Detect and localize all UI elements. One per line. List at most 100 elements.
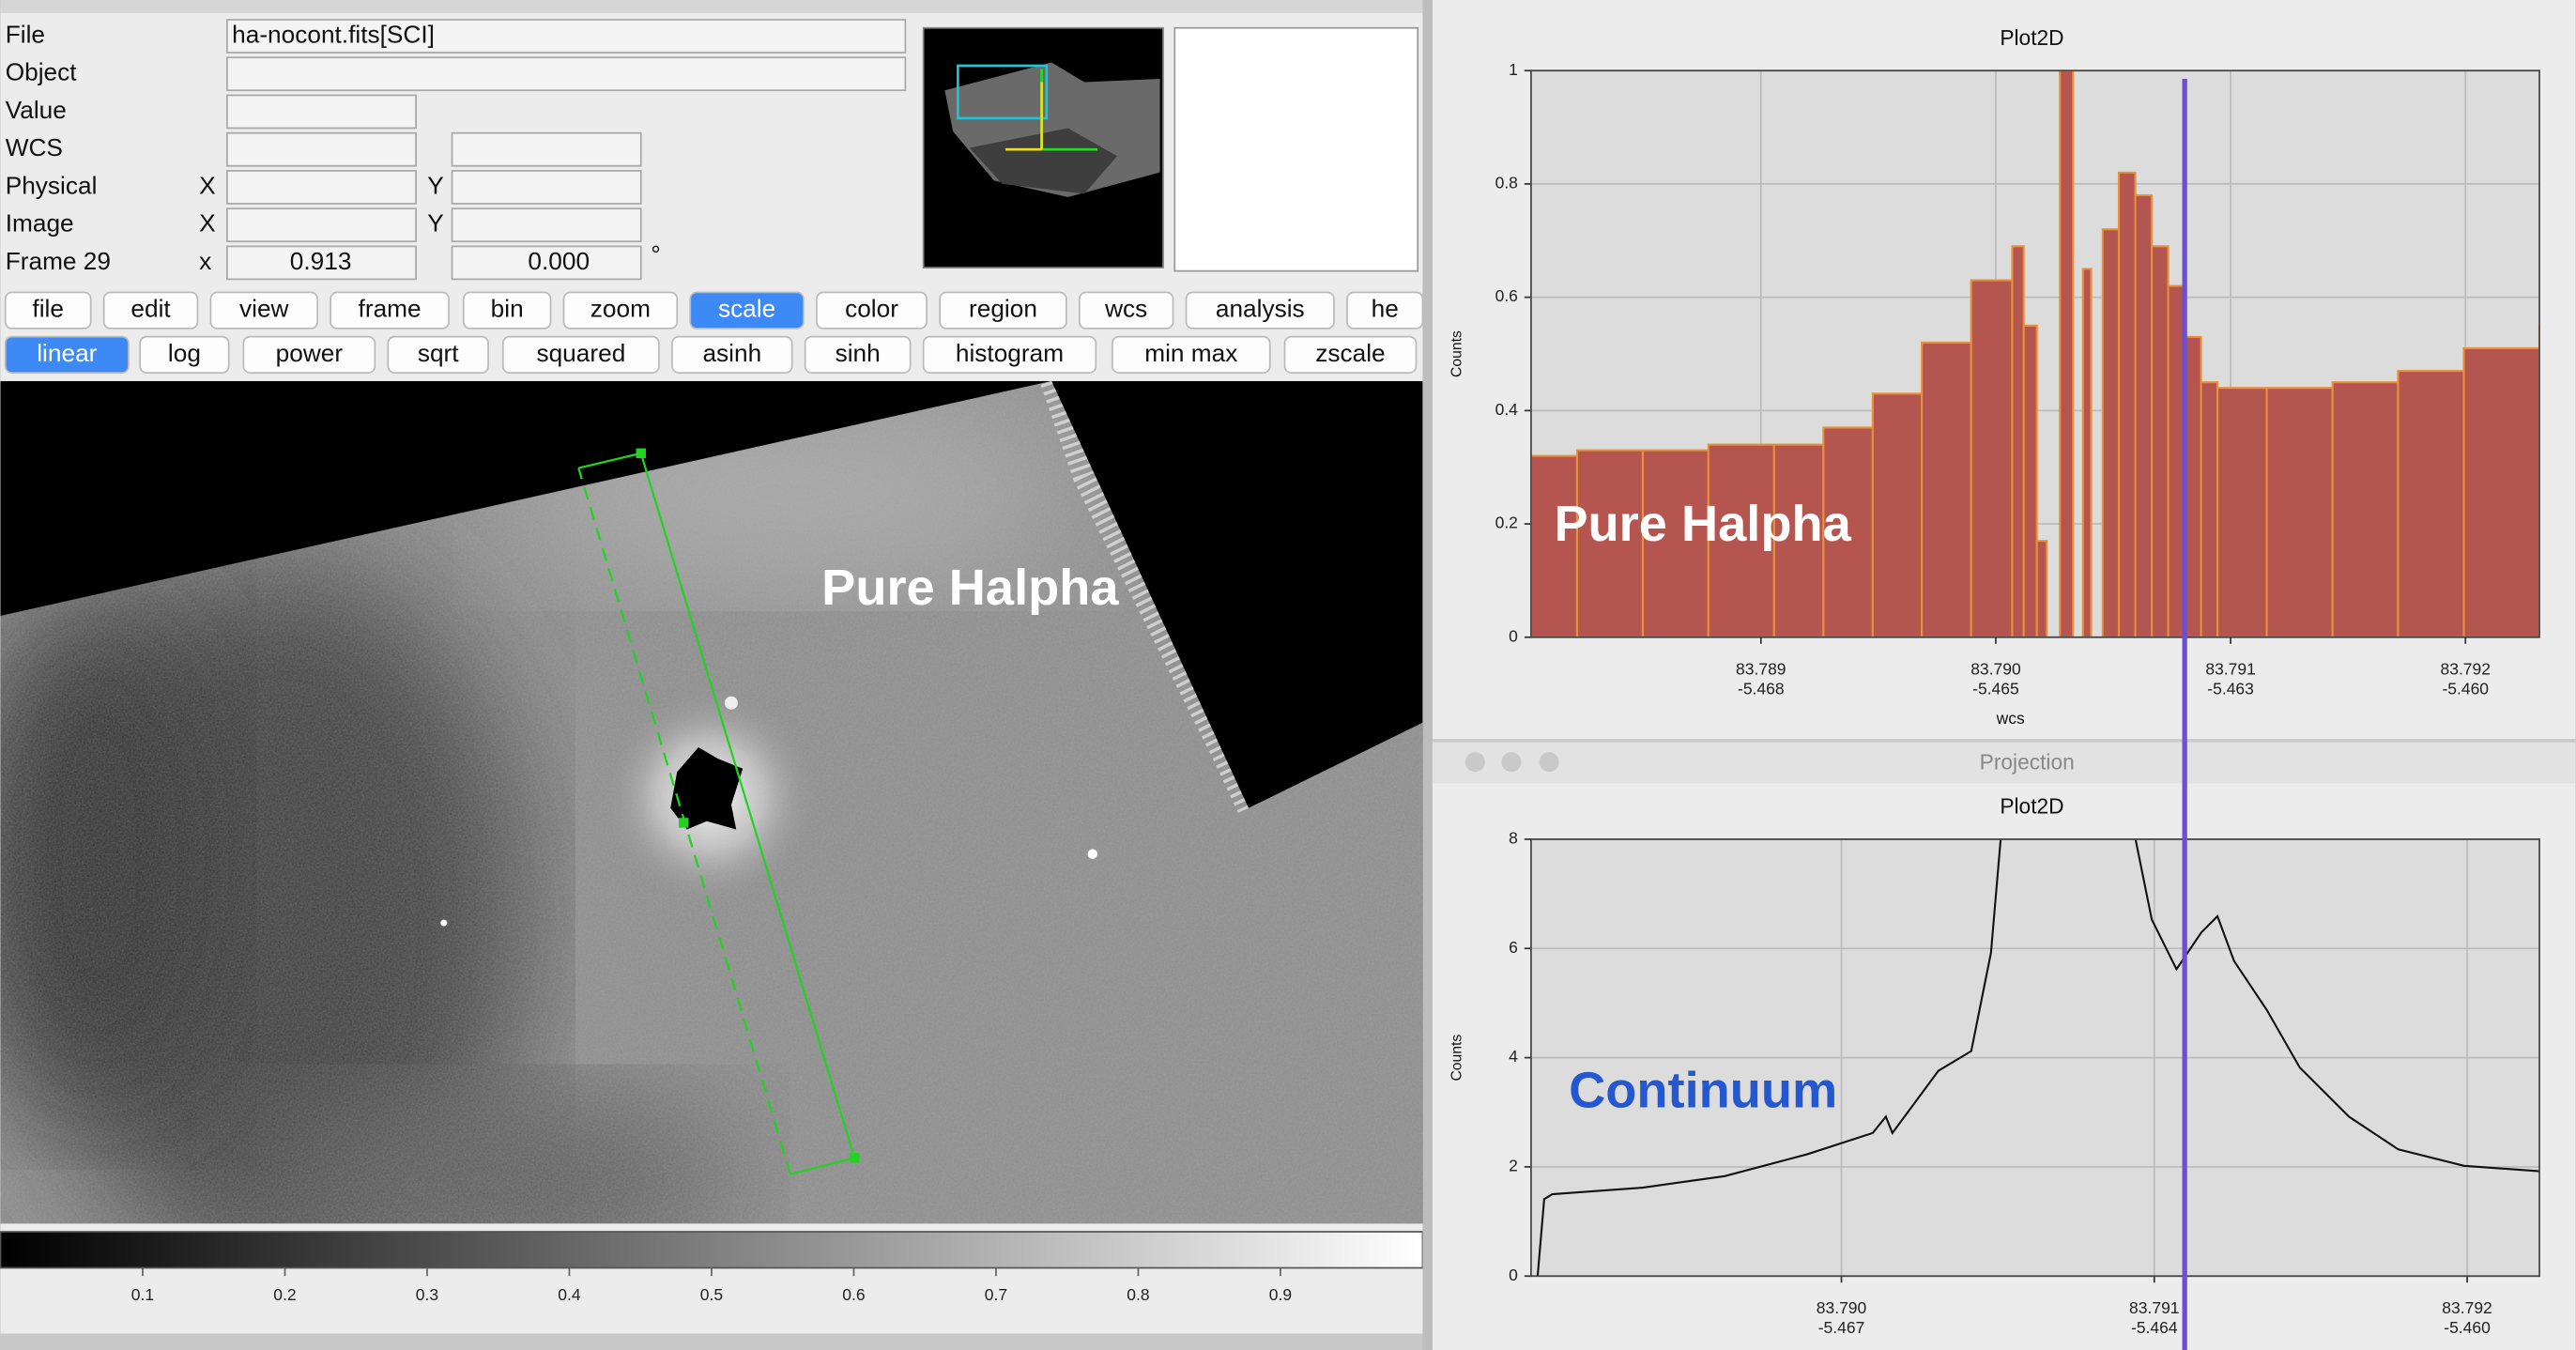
frame-value: 0.000 bbox=[528, 247, 590, 275]
window-gap bbox=[1422, 0, 1433, 1350]
axis-letter: X bbox=[199, 171, 215, 199]
menu-button[interactable] bbox=[387, 335, 489, 374]
axis-letter: Y bbox=[427, 171, 444, 199]
info-label: Image bbox=[6, 209, 74, 238]
y-tick-label: 0 bbox=[1509, 626, 1518, 645]
menu-button-label[interactable]: scale bbox=[718, 295, 775, 323]
menu-button-label[interactable]: wcs bbox=[1104, 295, 1147, 323]
menu-button-label[interactable]: view bbox=[239, 295, 290, 323]
x-tick-label-dec: -5.468 bbox=[1738, 679, 1785, 698]
bar bbox=[1707, 443, 1775, 637]
menu-button[interactable] bbox=[209, 291, 318, 330]
plot-annotation: Pure Halpha bbox=[1554, 496, 1851, 552]
menu-button-label[interactable]: sinh bbox=[836, 339, 881, 367]
image-annotation: Pure Halpha bbox=[821, 560, 1119, 616]
text-field[interactable] bbox=[226, 131, 417, 167]
y-axis-label: Counts bbox=[1449, 1035, 1464, 1082]
text-field[interactable] bbox=[226, 19, 907, 54]
menu-button[interactable] bbox=[922, 335, 1097, 374]
text-field[interactable] bbox=[226, 94, 417, 130]
menu-button-label[interactable]: frame bbox=[359, 295, 422, 323]
line bbox=[1536, 838, 2540, 1277]
bar bbox=[1970, 279, 2014, 637]
text-field[interactable] bbox=[226, 207, 417, 243]
menus[interactable]: file edit view frame bin zoom scale color region… bbox=[4, 291, 1424, 374]
text-field[interactable] bbox=[226, 170, 417, 205]
menu-button-label[interactable]: linear bbox=[37, 339, 97, 367]
x-axis-label: wcs bbox=[1996, 709, 2025, 728]
minimize-button[interactable] bbox=[1501, 752, 1522, 773]
plot-annotation: Continuum bbox=[1569, 1062, 1837, 1118]
info-label: Frame 29 bbox=[6, 247, 111, 275]
window-buttons[interactable] bbox=[1464, 752, 1559, 773]
axis-letter: x bbox=[199, 247, 211, 275]
menu-button[interactable] bbox=[1283, 335, 1418, 374]
text-field[interactable] bbox=[451, 131, 642, 167]
bar bbox=[2134, 193, 2154, 637]
menu-button[interactable] bbox=[562, 291, 679, 330]
zoom-button[interactable] bbox=[1539, 752, 1559, 773]
menu-button[interactable] bbox=[804, 335, 912, 374]
panner-thumb bbox=[944, 62, 1160, 197]
menu-button-label[interactable]: log bbox=[168, 339, 201, 367]
menu-button-label[interactable]: region bbox=[969, 295, 1037, 323]
menu-button-label[interactable]: min max bbox=[1144, 339, 1237, 367]
bar bbox=[2150, 245, 2170, 637]
title-bar bbox=[1432, 742, 2576, 784]
menu-button[interactable] bbox=[1078, 291, 1174, 330]
menu-button-label[interactable]: he bbox=[1372, 295, 1399, 323]
menu-button[interactable] bbox=[4, 335, 130, 374]
info-panel: File Object Value WCS Physical Image Frame 29 h… bbox=[6, 19, 1124, 281]
menu-button-label[interactable]: analysis bbox=[1216, 295, 1305, 323]
bar bbox=[2011, 245, 2025, 637]
y-tick-label: 0.4 bbox=[1495, 400, 1519, 419]
menu-button[interactable] bbox=[501, 335, 660, 374]
close-button[interactable] bbox=[1464, 752, 1485, 773]
bar bbox=[2101, 228, 2121, 637]
menu-button-label[interactable]: squared bbox=[536, 339, 625, 367]
menu-button-label[interactable]: file bbox=[32, 295, 64, 323]
menu-button[interactable] bbox=[4, 291, 92, 330]
menu-button[interactable] bbox=[139, 335, 230, 374]
menu-button[interactable] bbox=[939, 291, 1067, 330]
text-field[interactable] bbox=[226, 245, 417, 281]
menu-button-label[interactable]: bin bbox=[491, 295, 524, 323]
menu-button-label[interactable]: zscale bbox=[1315, 339, 1385, 367]
x-tick-label: 83.792 bbox=[2440, 659, 2490, 678]
text-field[interactable] bbox=[226, 56, 907, 92]
info-label: Value bbox=[6, 96, 67, 124]
bar bbox=[1871, 392, 1924, 637]
menu-button-label[interactable]: sqrt bbox=[418, 339, 459, 367]
text-field[interactable] bbox=[451, 207, 642, 243]
menu-button-label[interactable]: asinh bbox=[702, 339, 761, 367]
menu-button[interactable] bbox=[102, 291, 199, 330]
magnifier bbox=[1173, 26, 1419, 272]
bar bbox=[2200, 381, 2219, 637]
y-tick-label: 6 bbox=[1509, 938, 1518, 957]
menu-button[interactable] bbox=[242, 335, 376, 374]
menu-button-label[interactable]: power bbox=[276, 339, 344, 367]
y-tick-label: 1 bbox=[1509, 60, 1518, 79]
y-tick-label: 0.2 bbox=[1495, 514, 1518, 532]
menu-button[interactable] bbox=[330, 291, 450, 330]
menu-button-label[interactable]: edit bbox=[130, 295, 171, 323]
menu-button[interactable] bbox=[671, 335, 793, 374]
menu-button[interactable] bbox=[462, 291, 552, 330]
plot-title: Plot2D bbox=[2000, 25, 2063, 50]
colorbar-ticks: 0.1 0.2 0.3 0.4 0.5 0.6 0.7 0.8 0.9 bbox=[131, 1267, 1292, 1304]
text-field[interactable] bbox=[451, 170, 642, 205]
image: Pure Halpha bbox=[0, 380, 1423, 1224]
y-tick-label: 8 bbox=[1509, 829, 1518, 848]
menu-button[interactable] bbox=[1111, 335, 1271, 374]
text-field[interactable] bbox=[451, 245, 642, 281]
menu-button[interactable] bbox=[689, 291, 805, 330]
colorbar bbox=[0, 1231, 1424, 1269]
menu-button-label[interactable]: histogram bbox=[956, 339, 1064, 367]
menu-button-label[interactable]: zoom bbox=[590, 295, 651, 323]
bar bbox=[2035, 540, 2048, 637]
colorbar-tick-label: 0.4 bbox=[558, 1285, 581, 1304]
menu-button[interactable] bbox=[816, 291, 928, 330]
menu-button[interactable] bbox=[1185, 291, 1335, 330]
menu-button-label[interactable]: color bbox=[845, 295, 898, 323]
